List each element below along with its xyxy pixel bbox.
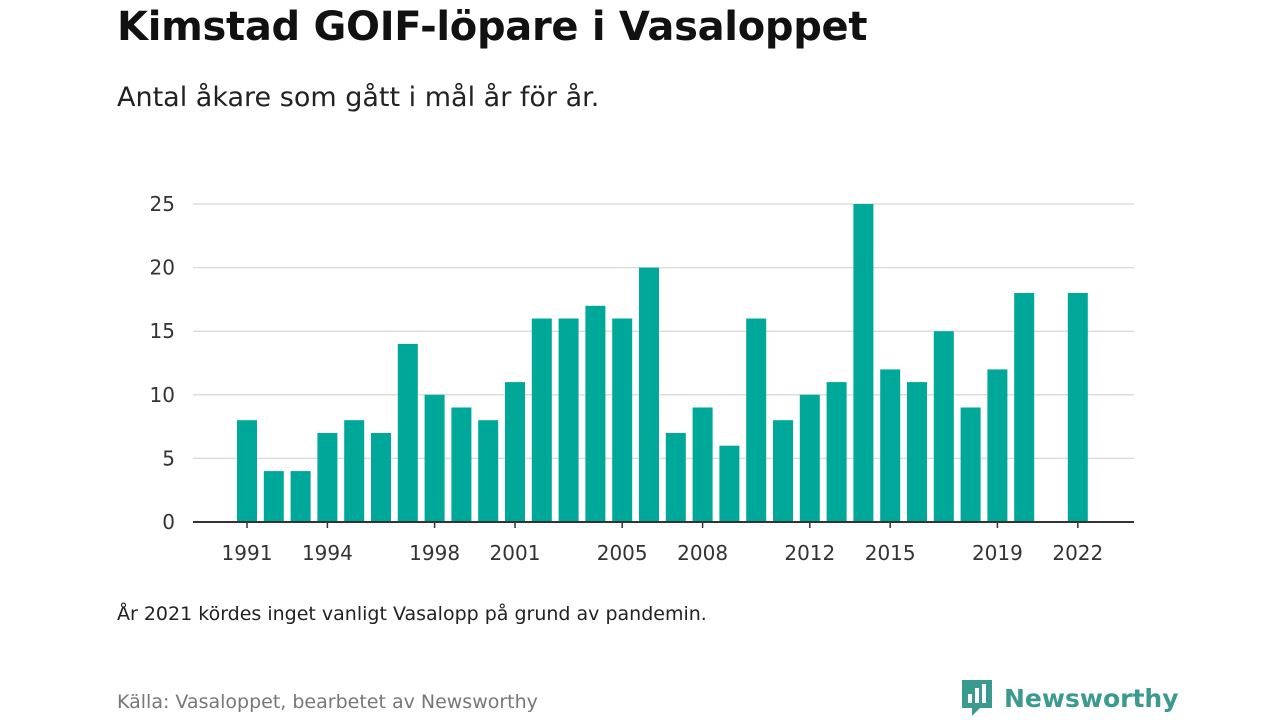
bar-2020 [1014,293,1035,522]
x-tick-label-2005: 2005 [597,541,648,565]
bar-2010 [746,318,767,522]
bar-2019 [987,369,1008,522]
bar-2000 [478,420,499,522]
x-tick-label-2001: 2001 [490,541,541,565]
bar-chart: 0 5 10 15 20 25 1991 1994 1998 2001 2005 2008 2012 20… [150,192,1134,565]
bar-2018 [960,407,981,522]
bar-2013 [826,382,847,522]
bar-2022 [1067,293,1088,522]
chart-title: Kimstad GOIF-löpare i Vasaloppet [117,4,868,50]
bar-1998 [424,394,445,522]
bars [237,204,1088,522]
bar-1999 [451,407,472,522]
y-tick-label-0: 0 [162,510,175,534]
x-tick-label-2015: 2015 [865,541,916,565]
bar-2002 [531,318,552,522]
bar-1991 [237,420,257,522]
chart-note: År 2021 kördes inget vanligt Vasalopp på… [117,603,707,625]
bar-2006 [639,267,659,522]
bar-2012 [799,394,820,522]
x-tick-label-2019: 2019 [972,541,1023,565]
newsworthy-icon [962,680,992,716]
y-tick-label-15: 15 [150,319,175,343]
source-credit: Källa: Vasaloppet, bearbetet av Newswort… [117,691,538,713]
y-tick-label-10: 10 [150,383,175,407]
brand-name: Newsworthy [1004,683,1179,713]
bar-2005 [612,318,633,522]
y-tick-label-5: 5 [162,446,175,470]
bar-2011 [773,420,793,522]
bar-2001 [505,382,525,522]
newsworthy-logo[interactable]: Newsworthy [960,678,1179,718]
bar-2009 [719,445,740,522]
bar-1992 [263,471,284,522]
bar-1997 [397,343,418,522]
axes: 0 5 10 15 20 25 1991 1994 1998 2001 2005 2008 2012 20… [150,192,1134,565]
bar-2016 [907,382,927,522]
bar-2007 [665,433,686,522]
bar-2017 [933,331,954,522]
bar-2014 [853,204,874,522]
chart-subtitle: Antal åkare som gått i mål år för år. [117,82,600,113]
y-tick-label-20: 20 [150,256,175,280]
bar-2015 [880,369,901,522]
x-tick-label-1991: 1991 [222,541,273,565]
bar-1996 [371,433,391,522]
bar-1994 [317,433,338,522]
bar-1993 [290,471,311,522]
bar-2004 [585,305,606,522]
x-tick-label-2012: 2012 [784,541,835,565]
x-tick-label-2022: 2022 [1052,541,1103,565]
bar-1995 [344,420,365,522]
x-tick-label-1994: 1994 [302,541,353,565]
x-tick-label-2008: 2008 [677,541,728,565]
bar-2008 [692,407,713,522]
y-tick-label-25: 25 [150,192,175,216]
x-tick-label-1998: 1998 [409,541,460,565]
bar-2003 [558,318,579,522]
